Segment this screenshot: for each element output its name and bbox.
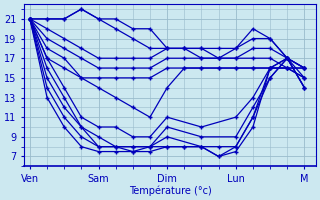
X-axis label: Température (°c): Température (°c) bbox=[129, 185, 212, 196]
